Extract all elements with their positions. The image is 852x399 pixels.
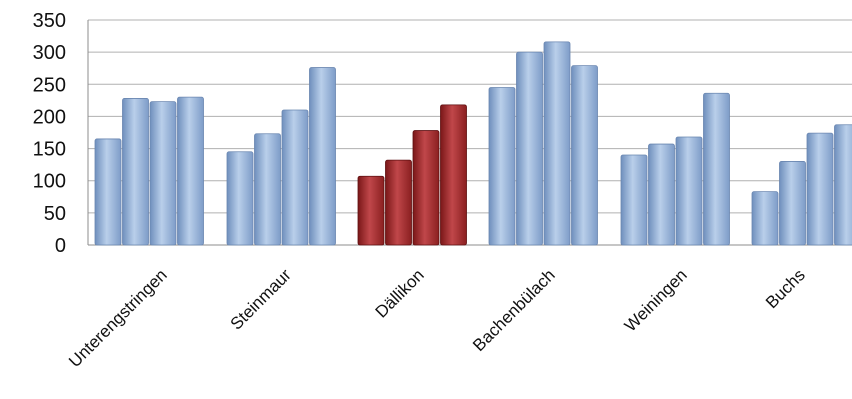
bar-weiningen-2 (648, 143, 675, 246)
bar-d-llikon-3 (412, 130, 440, 246)
bar-weiningen-3 (675, 136, 703, 246)
x-category-label: Unterengstringen (65, 265, 171, 371)
y-tick-label: 150 (33, 139, 66, 161)
bar-steinmaur-1 (226, 151, 254, 246)
bar-bachenb-lach-1 (488, 87, 516, 246)
bar-unterengstringen-3 (149, 101, 177, 246)
bar-buchs-3 (806, 132, 834, 246)
bar-buchs-2 (779, 161, 806, 246)
y-tick-label: 50 (44, 203, 66, 225)
bar-steinmaur-3 (281, 109, 309, 246)
x-category-label: Bachenbülach (469, 265, 559, 355)
bar-bachenb-lach-4 (571, 65, 598, 246)
bar-bachenb-lach-3 (543, 41, 571, 246)
bar-steinmaur-2 (254, 133, 281, 246)
bar-buchs-4 (834, 124, 852, 246)
x-category-label: Buchs (762, 265, 809, 312)
y-tick-label: 300 (33, 42, 66, 64)
x-category-label: Weiningen (621, 265, 691, 335)
bar-d-llikon-2 (385, 159, 412, 246)
bar-unterengstringen-4 (177, 96, 204, 246)
bars (94, 41, 852, 246)
bar-unterengstringen-1 (94, 138, 122, 246)
y-tick-label: 250 (33, 74, 66, 96)
y-tick-label: 100 (33, 171, 66, 193)
bar-weiningen-4 (703, 92, 730, 246)
bar-d-llikon-4 (440, 104, 467, 246)
y-tick-label: 350 (33, 10, 66, 32)
bar-unterengstringen-2 (122, 98, 149, 246)
x-category-label: Steinmaur (227, 265, 295, 333)
bar-d-llikon-1 (357, 175, 385, 246)
bar-steinmaur-4 (309, 67, 336, 246)
x-category-label: Dällikon (372, 265, 428, 321)
gridlines (88, 19, 852, 214)
y-tick-label: 0 (55, 235, 66, 257)
bar-weiningen-1 (620, 154, 648, 246)
y-tick-label: 200 (33, 106, 66, 128)
bar-bachenb-lach-2 (516, 51, 543, 246)
bar-buchs-1 (751, 191, 779, 246)
